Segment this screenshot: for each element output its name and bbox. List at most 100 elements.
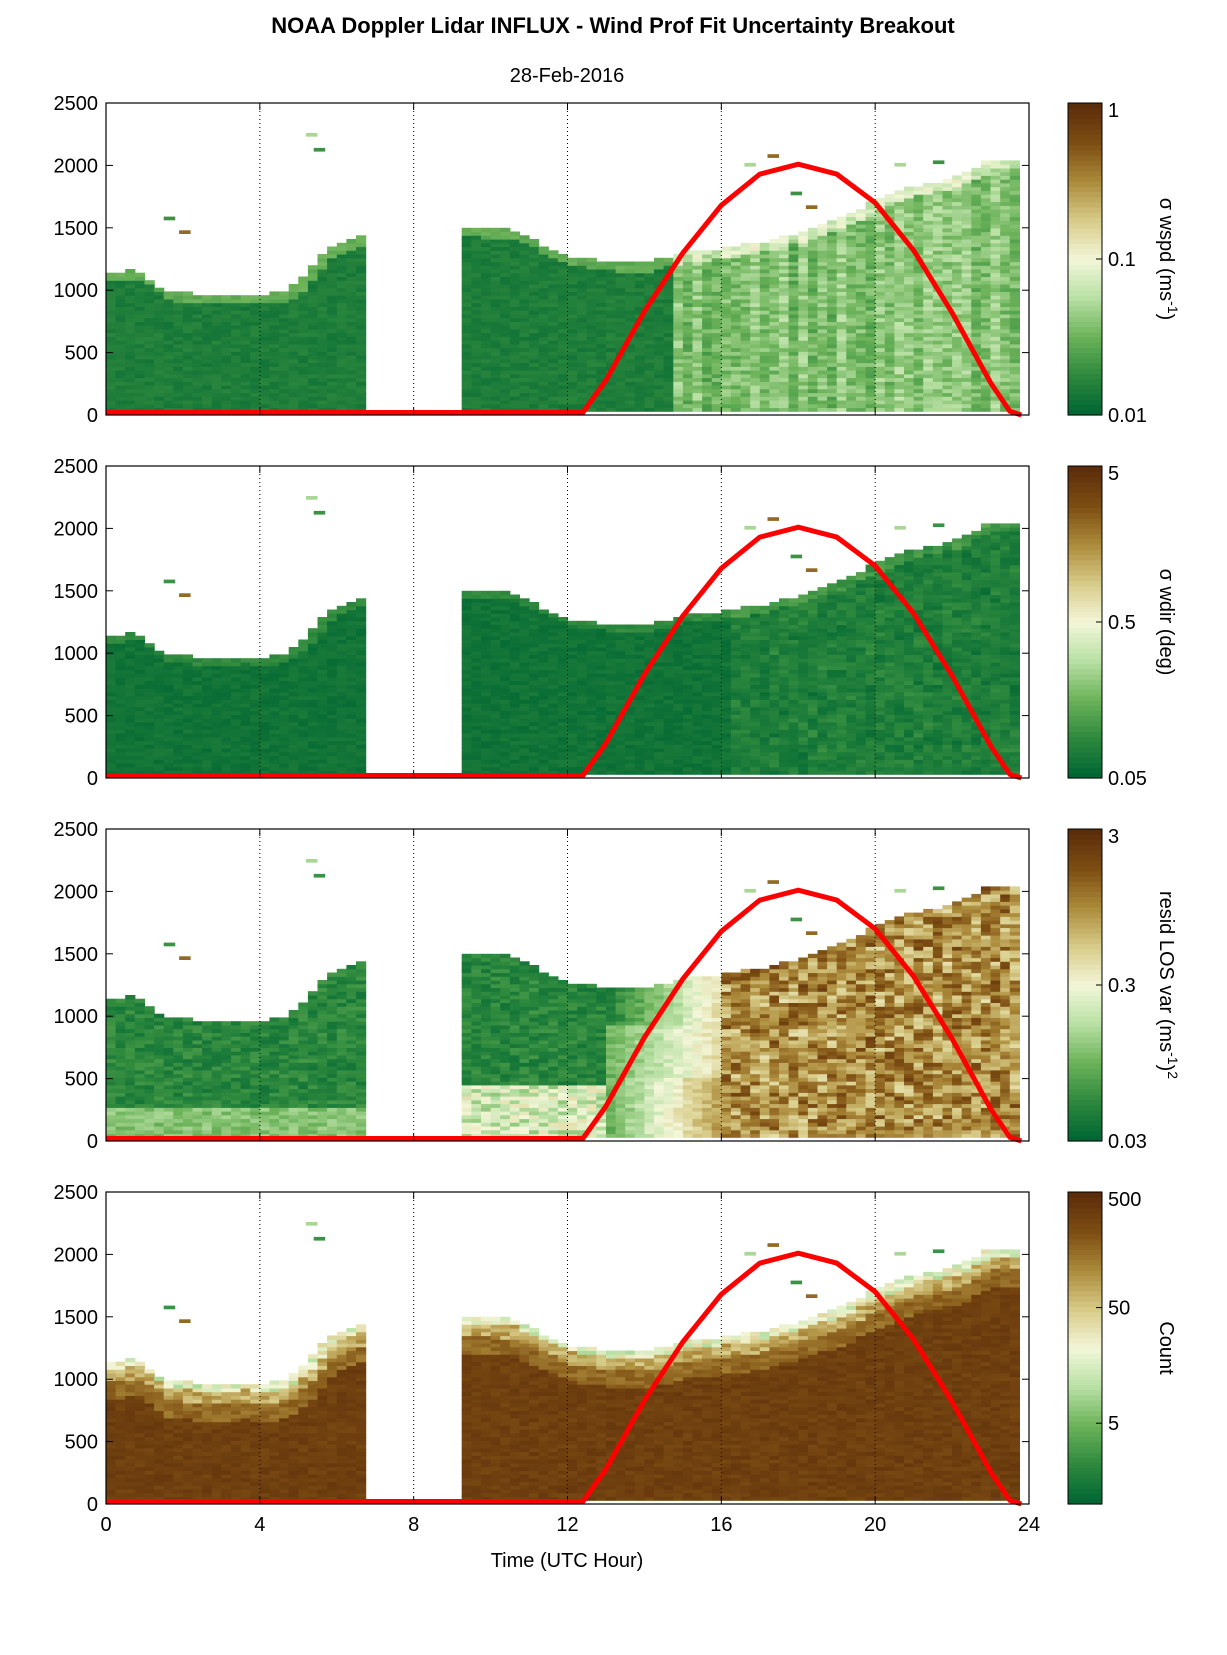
heatmap-cell (250, 400, 261, 405)
heatmap-cell (317, 265, 328, 270)
heatmap-cell (932, 257, 944, 263)
heatmap-cell (855, 242, 867, 248)
heatmap-cell (336, 254, 347, 259)
heatmap-cell (711, 325, 722, 330)
heatmap-cell (306, 133, 318, 137)
heatmap-cell (173, 736, 184, 742)
heatmap-cell (961, 321, 972, 326)
heatmap-cell (202, 310, 213, 315)
heatmap-cell (346, 239, 357, 244)
heatmap-cell (240, 358, 251, 364)
heatmap-cell (875, 400, 886, 405)
heatmap-cell (211, 298, 222, 304)
heatmap-cell (327, 617, 338, 622)
heatmap-cell (980, 179, 992, 184)
heatmap-cell (904, 351, 915, 356)
heatmap-cell (904, 186, 915, 191)
heatmap-cell (461, 325, 472, 330)
heatmap-cell (875, 392, 886, 397)
heatmap-cell (182, 302, 194, 307)
heatmap-cell (317, 639, 328, 644)
heatmap-cell (779, 355, 790, 360)
heatmap-cell (682, 403, 694, 409)
heatmap-cell (644, 313, 655, 319)
heatmap-cell (634, 407, 645, 412)
heatmap-cell (134, 355, 145, 360)
heatmap-cell (519, 332, 530, 337)
heatmap-cell (115, 358, 126, 364)
heatmap-cell (990, 239, 1001, 244)
heatmap-cell (788, 332, 799, 337)
heatmap-cell (1000, 272, 1011, 277)
heatmap-cell (807, 328, 819, 334)
heatmap-cell (461, 392, 472, 397)
heatmap-cell (134, 706, 145, 712)
heatmap-cell (846, 287, 857, 292)
heatmap-cell (913, 220, 924, 225)
heatmap-cell (827, 392, 838, 397)
heatmap-cell (298, 385, 309, 390)
heatmap-cell (327, 710, 338, 715)
heatmap-cell (606, 295, 617, 300)
heatmap-cell (106, 680, 117, 685)
heatmap-cell (548, 340, 559, 345)
heatmap-cell (798, 325, 809, 330)
heatmap-cell (240, 351, 251, 356)
heatmap-cell (682, 321, 694, 326)
heatmap-cell (356, 265, 367, 270)
heatmap-cell (356, 602, 367, 607)
heatmap-cell (115, 706, 126, 712)
heatmap-cell (730, 373, 742, 379)
heatmap-cell (202, 718, 213, 723)
heatmap-cell (1000, 343, 1011, 349)
heatmap-cell (740, 242, 751, 248)
heatmap-cell (990, 272, 1001, 277)
heatmap-cell (932, 396, 944, 401)
heatmap-cell (529, 366, 540, 371)
colorbar-step (1068, 238, 1102, 244)
heatmap-cell (865, 343, 876, 349)
heatmap-cell (855, 239, 867, 244)
heatmap-cell (509, 250, 520, 255)
heatmap-cell (231, 680, 242, 685)
heatmap-cell (846, 358, 857, 364)
heatmap-cell (115, 721, 126, 727)
heatmap-cell (259, 676, 270, 682)
heatmap-cell (769, 388, 780, 394)
heatmap-cell (346, 647, 357, 652)
heatmap-cell (750, 254, 761, 259)
heatmap-cell (913, 186, 924, 191)
heatmap-cell (836, 351, 847, 356)
heatmap-cell (125, 710, 136, 715)
heatmap-cell (721, 261, 732, 266)
heatmap-cell (154, 302, 165, 307)
heatmap-cell (173, 313, 184, 319)
heatmap-cell (500, 250, 511, 255)
heatmap-cell (202, 370, 213, 375)
heatmap-cell (634, 306, 645, 311)
heatmap-cell (759, 370, 770, 375)
heatmap-cell (500, 336, 511, 341)
heatmap-cell (490, 370, 501, 375)
heatmap-cell (144, 295, 155, 300)
heatmap-cell (240, 684, 251, 689)
heatmap-cell (327, 403, 338, 409)
heatmap-cell (817, 257, 828, 263)
heatmap-cell (481, 400, 492, 405)
heatmap-cell (481, 287, 492, 292)
heatmap-cell (529, 265, 540, 270)
heatmap-cell (682, 291, 694, 296)
heatmap-cell (971, 212, 982, 218)
heatmap-cell (202, 377, 213, 382)
heatmap-cell (875, 242, 886, 248)
heatmap-cell (711, 396, 722, 401)
heatmap-cell (759, 373, 770, 379)
heatmap-cell (461, 703, 472, 708)
heatmap-cell (654, 272, 665, 277)
heatmap-cell (1009, 250, 1020, 255)
heatmap-cell (106, 643, 117, 648)
heatmap-cell (634, 396, 645, 401)
heatmap-cell (730, 403, 742, 409)
heatmap-cell (461, 718, 472, 723)
heatmap-cell (654, 340, 665, 345)
